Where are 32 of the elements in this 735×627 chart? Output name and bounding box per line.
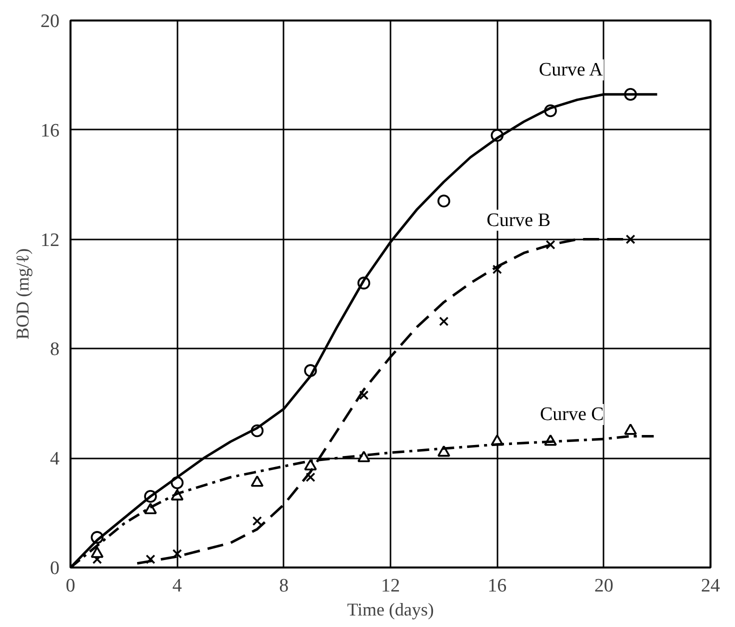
x-tick-label: 24 xyxy=(701,576,720,596)
point xyxy=(546,240,556,250)
point xyxy=(252,516,262,526)
series-label: Curve B xyxy=(486,210,551,231)
x-tick-label: 0 xyxy=(66,576,76,596)
x-axis-title: Time (days) xyxy=(347,600,434,620)
point xyxy=(439,316,449,326)
x-tick-label: 4 xyxy=(172,576,182,596)
point xyxy=(90,546,104,558)
series-label: Curve A xyxy=(538,59,604,80)
y-tick-label: 8 xyxy=(50,339,60,360)
point xyxy=(172,549,182,559)
point xyxy=(306,472,316,482)
point xyxy=(626,234,636,244)
x-tick-label: 20 xyxy=(594,576,614,596)
x-tick-label: 8 xyxy=(279,576,289,596)
y-tick-label: 12 xyxy=(40,230,60,251)
x-tick-label: 16 xyxy=(488,576,507,596)
point xyxy=(250,475,264,487)
y-tick-label: 20 xyxy=(40,11,60,32)
point xyxy=(492,264,502,274)
point xyxy=(437,194,450,208)
point xyxy=(624,424,637,435)
y-tick-label: 16 xyxy=(40,120,60,142)
point xyxy=(359,390,369,400)
x-tick-label: 12 xyxy=(381,576,400,596)
point xyxy=(146,554,156,564)
y-tick-label: 4 xyxy=(50,448,60,470)
y-axis-title: BOD (mg/ℓ) xyxy=(12,248,32,340)
series-label: Curve C xyxy=(540,404,604,425)
point xyxy=(357,450,370,462)
y-tick-label: 0 xyxy=(50,558,60,579)
